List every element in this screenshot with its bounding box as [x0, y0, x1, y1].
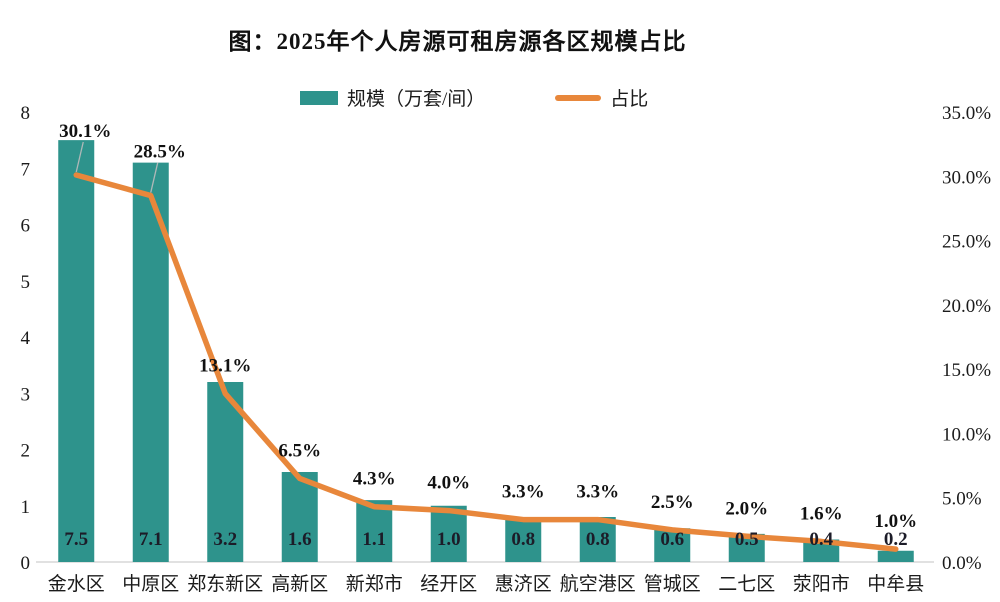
right-axis-tick: 0.0%: [942, 553, 982, 574]
right-axis-tick: 15.0%: [942, 360, 991, 381]
bar-value-label: 7.5: [64, 529, 88, 550]
left-axis-tick: 7: [21, 159, 31, 180]
legend: 规模（万套/间） 占比: [300, 84, 648, 111]
bar-value-label: 1.1: [362, 529, 386, 550]
x-axis-label: 金水区: [48, 573, 105, 595]
pct-label: 6.5%: [278, 440, 321, 461]
bar: [654, 528, 691, 562]
x-axis-label: 新郑市: [346, 573, 403, 595]
bar-value-label: 1.6: [288, 529, 312, 550]
x-axis-label: 惠济区: [495, 573, 552, 595]
bar-value-label: 7.1: [139, 529, 163, 550]
bar-value-label: 0.6: [660, 529, 684, 550]
bar: [58, 140, 95, 562]
bar: [877, 550, 914, 562]
x-axis-label: 荥阳市: [793, 573, 850, 595]
left-axis-tick: 4: [21, 328, 31, 349]
bar: [579, 517, 616, 562]
x-axis-label: 管城区: [644, 573, 701, 595]
right-axis-tick: 25.0%: [942, 232, 991, 253]
line-series-label: 占比: [610, 89, 649, 110]
x-axis-label: 中原区: [122, 573, 179, 595]
bar-value-label: 0.2: [884, 529, 908, 550]
pct-label: 2.0%: [725, 498, 768, 519]
bar-value-label: 0.8: [511, 529, 535, 550]
label-leader-line: [75, 141, 84, 173]
bar-series-label: 规模（万套/间）: [347, 89, 486, 110]
x-axis-label: 二七区: [718, 573, 775, 595]
x-axis-label: 郑东新区: [187, 573, 263, 595]
left-axis-tick: 6: [21, 216, 31, 237]
right-axis-tick: 10.0%: [942, 424, 991, 445]
chart-title: 图：2025年个人房源可租房源各区规模占比: [228, 29, 687, 54]
pct-label: 1.6%: [800, 503, 843, 524]
left-axis-tick: 2: [21, 441, 31, 462]
legend-item-line: 占比: [555, 84, 648, 111]
right-axis-tick: 20.0%: [942, 296, 991, 317]
label-leader-line: [150, 162, 159, 193]
legend-item-bars: 规模（万套/间）: [300, 84, 485, 111]
x-axis-label: 中牟县: [867, 573, 924, 595]
pct-label: 28.5%: [134, 142, 186, 163]
line-series-swatch: [555, 94, 602, 101]
left-axis-tick: 5: [21, 272, 31, 293]
left-axis-tick: 1: [21, 497, 31, 518]
x-axis-label: 高新区: [271, 573, 328, 595]
bar-value-label: 1.0: [437, 529, 461, 550]
left-axis-tick: 0: [21, 553, 31, 574]
pct-label: 2.5%: [651, 492, 694, 513]
pct-label: 3.3%: [502, 482, 545, 503]
x-axis-label: 航空港区: [560, 573, 636, 595]
pct-label: 30.1%: [59, 121, 111, 142]
bar-series-swatch: [300, 90, 338, 105]
trend-line: [73, 172, 899, 552]
bar-value-label: 0.8: [586, 529, 610, 550]
x-axis-label: 经开区: [420, 573, 477, 595]
left-axis-tick: 8: [21, 103, 31, 124]
right-axis-tick: 35.0%: [942, 103, 991, 124]
bar: [505, 517, 542, 562]
bar: [207, 382, 244, 562]
left-axis-tick: 3: [21, 384, 31, 405]
right-axis-tick: 30.0%: [942, 167, 991, 188]
right-axis-tick: 5.0%: [942, 489, 982, 510]
pct-label: 3.3%: [576, 482, 619, 503]
bar-value-label: 0.4: [809, 529, 833, 550]
bar: [356, 500, 393, 562]
pct-label: 13.1%: [199, 356, 251, 377]
bar-value-label: 3.2: [213, 529, 237, 550]
pct-label: 4.0%: [427, 473, 470, 494]
bar: [281, 472, 318, 562]
pct-label: 1.0%: [874, 511, 917, 532]
bar-value-label: 0.5: [735, 529, 759, 550]
pct-label: 4.3%: [353, 469, 396, 490]
bar: [430, 505, 467, 562]
